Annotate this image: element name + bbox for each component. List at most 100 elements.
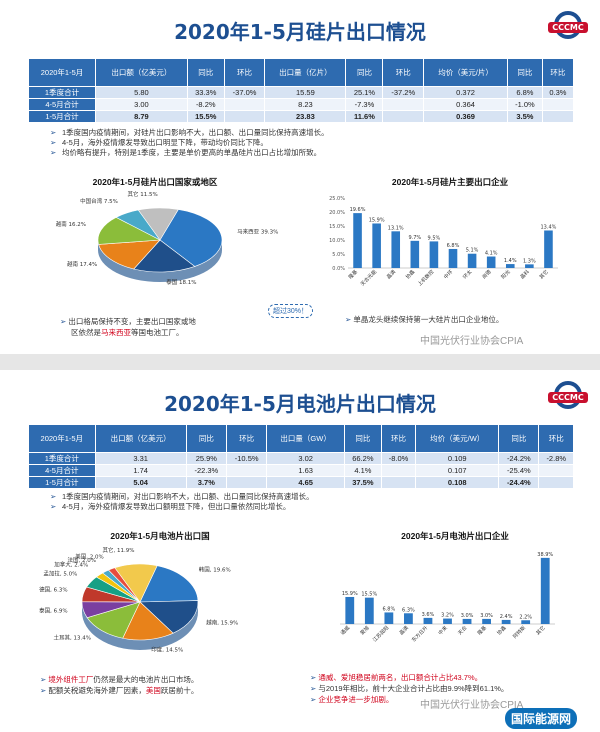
row-label: 1-5月合计 bbox=[28, 476, 96, 489]
table-header: 环比 bbox=[223, 58, 266, 87]
watermark: 中国光伏行业协会CPIA bbox=[420, 700, 524, 711]
y-tick-label: 15.0% bbox=[329, 224, 345, 230]
logo-text: CCCMC bbox=[548, 22, 588, 33]
watermark: 中国光伏行业协会CPIA bbox=[420, 336, 524, 347]
bar-data-label: 13.1% bbox=[388, 225, 404, 231]
pie-slice bbox=[97, 217, 162, 245]
table-cell: 0.109 bbox=[415, 452, 500, 465]
y-tick-label: 0.0% bbox=[332, 266, 345, 272]
bar bbox=[505, 264, 515, 268]
x-tick-label: 尚德 bbox=[481, 268, 493, 280]
pie-slice bbox=[137, 207, 179, 241]
logo-text: CCCMC bbox=[548, 392, 588, 403]
table-cell: 8.79 bbox=[95, 110, 188, 123]
table-header: 环比 bbox=[382, 58, 425, 87]
bar bbox=[467, 253, 477, 268]
table-header: 出口额（亿美元） bbox=[95, 58, 188, 87]
bar-data-label: 2.2% bbox=[519, 614, 532, 620]
table-cell bbox=[541, 110, 575, 123]
pie-label: 其它, 11.9% bbox=[103, 546, 135, 554]
table-cell bbox=[223, 110, 266, 123]
table-cell: 66.2% bbox=[343, 452, 382, 465]
table-cell: 11.6% bbox=[345, 110, 384, 123]
bar-data-label: 15.9% bbox=[342, 591, 358, 597]
table-cell bbox=[380, 464, 417, 477]
left-note: ➢ 出口格局保持不变，主要出口国家或地 区依然是马来西亚等国电池工厂。 bbox=[60, 317, 196, 337]
bar-chart-title: 2020年1-5月电池片出口企业 bbox=[401, 531, 509, 541]
table-cell: 25.1% bbox=[345, 86, 384, 99]
bar-data-label: 19.6% bbox=[350, 207, 366, 213]
pie-chart-title: 2020年1-5月硅片出口国家或地区 bbox=[92, 177, 218, 187]
table-cell bbox=[225, 464, 268, 477]
table-cell: 3.31 bbox=[94, 452, 187, 465]
y-tick-label: 25.0% bbox=[329, 196, 345, 202]
x-tick-label: 隆基 bbox=[347, 268, 359, 280]
row-label: 1季度合计 bbox=[27, 86, 97, 99]
bar bbox=[540, 557, 550, 624]
x-tick-label: 阿特斯 bbox=[512, 624, 528, 640]
pie-label: 越南 16.2% bbox=[56, 220, 86, 228]
bar bbox=[353, 213, 362, 268]
table-cell: -1.0% bbox=[507, 98, 543, 111]
chevron-right-icon: ➢ bbox=[50, 502, 57, 511]
table-cell: 8.23 bbox=[264, 98, 347, 111]
x-tick-label: 协鑫 bbox=[404, 268, 416, 280]
table-cell: 0.364 bbox=[423, 98, 509, 111]
x-tick-label: 晶澳 bbox=[385, 268, 397, 280]
table-row: 1季度合计 5.80 33.3% -37.0% 15.59 25.1% -37.… bbox=[27, 86, 575, 99]
x-tick-label: 隆基 bbox=[476, 624, 488, 636]
table-cell: 25.9% bbox=[185, 452, 228, 465]
bullet-icon: ➢ bbox=[345, 315, 354, 324]
pie-label: 越南, 15.9% bbox=[206, 618, 238, 626]
silicon-country-pie-chart: 马来西亚 39.3% 泰国 18.1% 越南 17.4% 越南 16.2% 中国台湾 7… bbox=[56, 190, 279, 286]
pie-label: 法国, 2.0% bbox=[67, 556, 95, 564]
bar-data-label: 2.4% bbox=[500, 614, 513, 620]
right-note: ➢ 通威、爱旭稳居前两名，出口额合计占比43.7%。 ➢ 与2019年相比，前十… bbox=[310, 673, 509, 704]
table-cell: 5.80 bbox=[95, 86, 188, 99]
pie-label: 其它 11.5% bbox=[128, 190, 158, 198]
cell-export-table: 2020年1-5月 出口额（亿美元） 同比 环比 出口量（GW） 同比 环比 均… bbox=[28, 424, 574, 489]
bullet-list: ➢ 1季度国内疫情期间，对硅片出口影响不大，出口额、出口量同比保持高速增长。 ➢ 4… bbox=[50, 128, 329, 158]
y-tick-label: 5.0% bbox=[332, 252, 345, 258]
table-cell: -37.0% bbox=[223, 86, 266, 99]
bar bbox=[486, 256, 496, 268]
bullet-item: ➢ 1季度国内疫情期间，对出口影响不大，出口额、出口量同比保持高速增长。 bbox=[50, 492, 314, 501]
right-note: ➢ 单晶龙头继续保持第一大硅片出口企业地位。 bbox=[345, 315, 504, 324]
table-cell: 4.1% bbox=[343, 464, 382, 477]
cccmc-logo: CCCMC bbox=[548, 10, 588, 44]
bar bbox=[423, 617, 433, 624]
chevron-right-icon: ➢ bbox=[50, 492, 57, 501]
bullet-item: ➢ 均价略有提升，特别是1季度，主要是单价更高的单晶硅片出口占比增加所致。 bbox=[50, 148, 322, 157]
table-cell: 0.369 bbox=[423, 110, 509, 123]
bar bbox=[482, 618, 491, 624]
chevron-right-icon: ➢ bbox=[50, 138, 57, 147]
table-cell: 3.00 bbox=[95, 98, 188, 111]
bar bbox=[448, 248, 458, 268]
table-cell: 3.5% bbox=[507, 110, 543, 123]
x-tick-label: 爱旭 bbox=[359, 624, 371, 636]
pie-chart-title: 2020年1-5月电池片出口国 bbox=[110, 531, 210, 541]
bar-data-label: 15.5% bbox=[361, 592, 377, 598]
table-cell: 33.3% bbox=[186, 86, 225, 99]
bar-data-label: 3.2% bbox=[441, 613, 454, 619]
bar-data-label: 6.3% bbox=[402, 607, 415, 613]
table-cell: 0.107 bbox=[415, 464, 500, 477]
silicon-wafer-slide: 2020年1-5月硅片出口情况 CCCMC 2020年1-5月 出口额（亿美元）… bbox=[0, 0, 600, 354]
table-header: 出口量（亿片） bbox=[264, 58, 347, 87]
x-tick-label: 天合 bbox=[456, 624, 468, 636]
table-cell: -24.4% bbox=[498, 476, 540, 489]
pie-label: 泰国 18.1% bbox=[166, 278, 196, 286]
pie-slice bbox=[122, 601, 174, 641]
bar bbox=[525, 264, 534, 268]
table-row: 4-5月合计 1.74 -22.3% 1.63 4.1% 0.107 -25.4… bbox=[28, 464, 574, 477]
table-cell: 0.372 bbox=[423, 86, 509, 99]
cccmc-logo: CCCMC bbox=[548, 380, 588, 414]
table-cell: -2.8% bbox=[538, 452, 574, 465]
bar bbox=[410, 240, 420, 268]
x-tick-label: 江苏润阳 bbox=[371, 624, 390, 643]
table-cell: 15.5% bbox=[186, 110, 225, 123]
table-cell: -8.2% bbox=[186, 98, 225, 111]
table-cell: 37.5% bbox=[343, 476, 382, 489]
table-cell: -7.3% bbox=[345, 98, 384, 111]
table-cell: 3.02 bbox=[266, 452, 345, 465]
